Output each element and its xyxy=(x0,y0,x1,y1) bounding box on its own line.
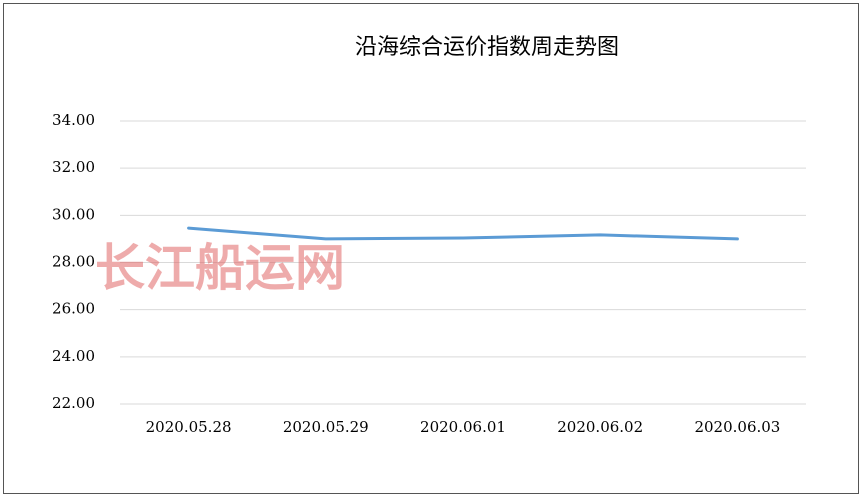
x-tick-label: 2020.06.01 xyxy=(420,418,506,436)
x-tick-label: 2020.05.29 xyxy=(283,418,369,436)
x-tick-label: 2020.06.03 xyxy=(694,418,780,436)
y-tick-label: 34.00 xyxy=(52,111,95,129)
x-tick-label: 2020.06.02 xyxy=(557,418,643,436)
y-tick-label: 30.00 xyxy=(52,205,95,223)
y-tick-label: 24.00 xyxy=(52,347,95,365)
y-tick-label: 26.00 xyxy=(52,300,95,318)
y-tick-label: 28.00 xyxy=(52,253,95,271)
x-tick-label: 2020.05.28 xyxy=(146,418,232,436)
chart-title: 沿海综合运价指数周走势图 xyxy=(355,35,619,60)
watermark: 长江船运网 xyxy=(95,238,345,297)
chart-border xyxy=(3,3,859,494)
line-series xyxy=(187,226,739,241)
y-tick-label: 32.00 xyxy=(52,158,95,176)
y-tick-label: 22.00 xyxy=(52,394,95,412)
